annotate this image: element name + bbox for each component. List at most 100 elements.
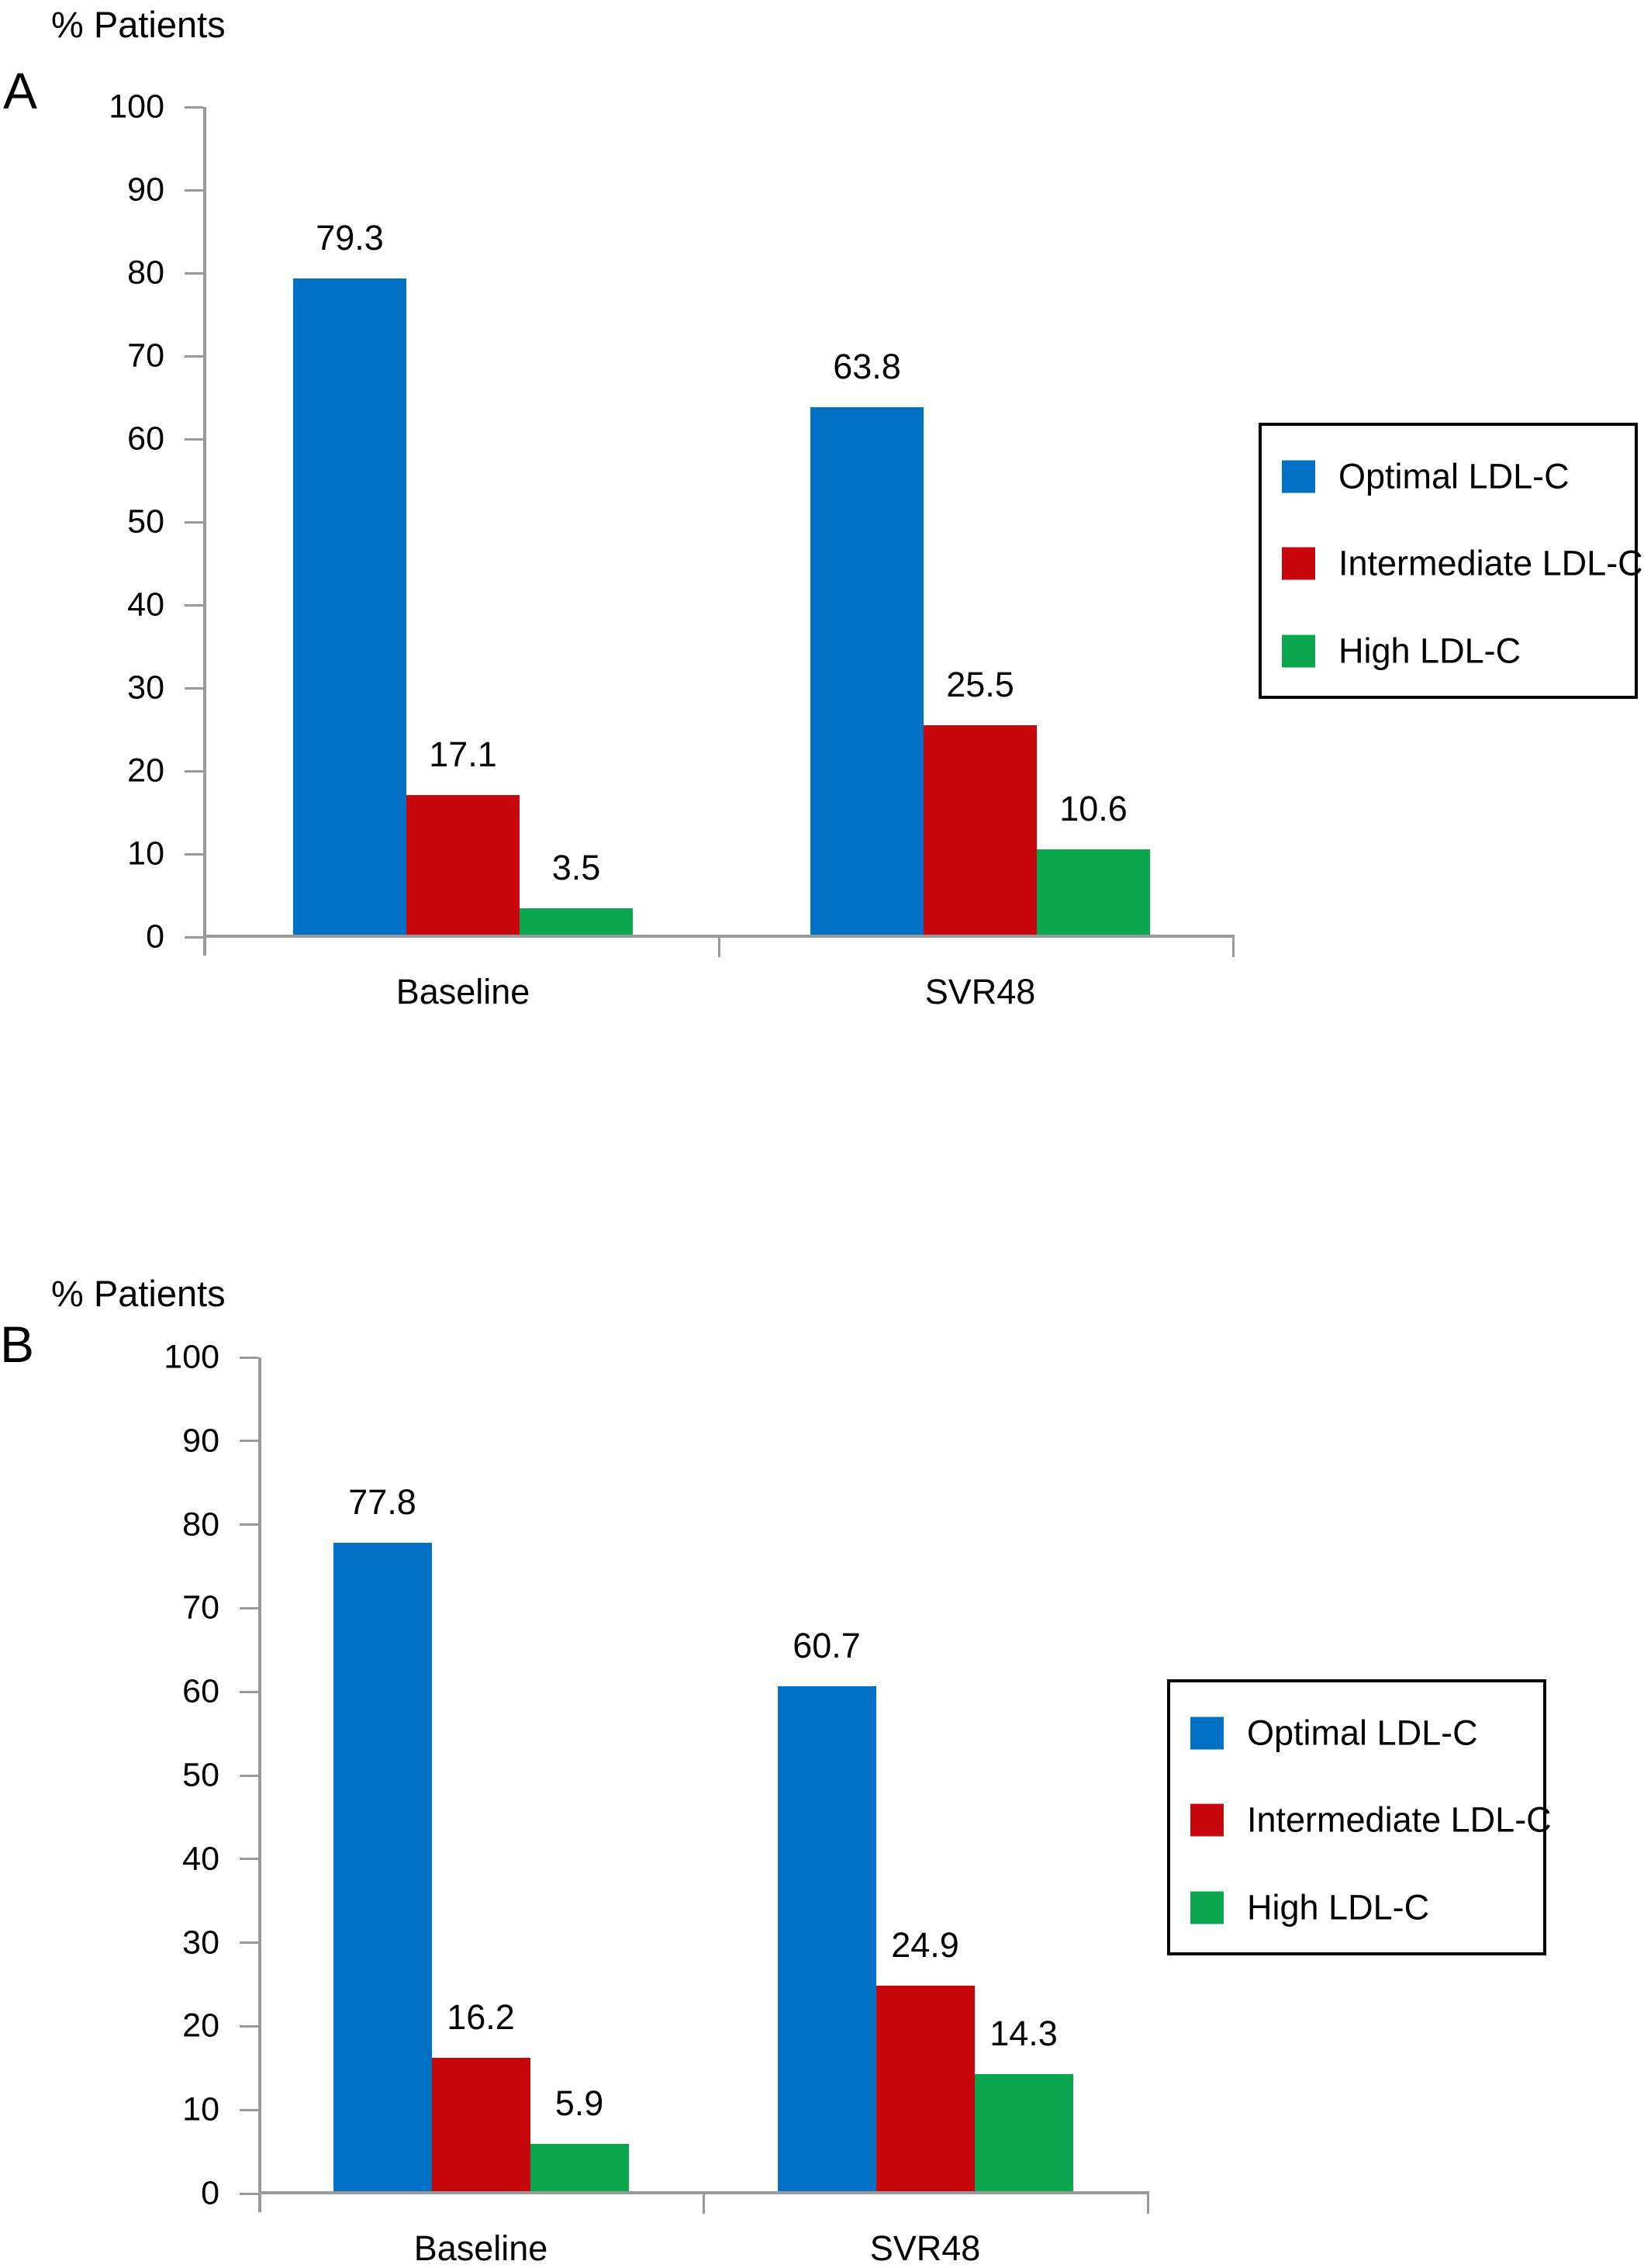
x-category-label: SVR48 bbox=[924, 972, 1036, 1011]
legend-item-intermediate-ldl-c: Intermediate LDL-C bbox=[1190, 1803, 1552, 1838]
bar-value-label: 77.8 bbox=[348, 1482, 416, 1523]
y-axis-title: % Patients bbox=[51, 1273, 226, 1314]
y-axis-tick bbox=[185, 105, 203, 109]
legend-swatch-high-ldl-c bbox=[1190, 1891, 1224, 1924]
legend: Optimal LDL-C Intermediate LDL-C High LDL-… bbox=[1167, 1679, 1552, 1955]
y-tick-label: 0 bbox=[146, 918, 164, 956]
bar-baseline-high-ldl-c bbox=[520, 908, 633, 937]
x-axis bbox=[258, 2191, 1149, 2194]
y-axis-tick bbox=[185, 603, 203, 607]
y-axis-tick bbox=[240, 2024, 258, 2028]
panel-label-a: A bbox=[3, 62, 38, 119]
plot-area: 0 10 20 30 40 50 60 70 80 90 100 77.8 16.2 5.9 Baselin… bbox=[164, 1340, 1149, 2266]
x-axis-mid-tick bbox=[703, 2194, 705, 2214]
y-tick-label: 60 bbox=[182, 1672, 219, 1710]
y-tick-label: 80 bbox=[127, 254, 164, 292]
plot-area: 0 10 20 30 40 50 60 70 80 90 100 79.3 17.1 3.5 Baselin… bbox=[109, 90, 1235, 1009]
y-tick-label: 30 bbox=[127, 669, 164, 707]
legend: Optimal LDL-C Intermediate LDL-C High LDL-… bbox=[1259, 423, 1643, 699]
y-axis-tick bbox=[240, 2192, 258, 2195]
y-tick-label: 10 bbox=[127, 835, 164, 873]
x-axis bbox=[203, 935, 1235, 938]
x-category-label: SVR48 bbox=[869, 2228, 981, 2268]
legend-swatch-high-ldl-c bbox=[1282, 634, 1315, 667]
bar-baseline-intermediate-ldl-c bbox=[431, 2058, 530, 2194]
legend-item-high-ldl-c: High LDL-C bbox=[1190, 1890, 1429, 1925]
bar-value-label: 25.5 bbox=[946, 665, 1014, 705]
y-axis-tick bbox=[185, 852, 203, 856]
legend-item-optimal-ldl-c: Optimal LDL-C bbox=[1282, 459, 1570, 494]
legend-item-optimal-ldl-c: Optimal LDL-C bbox=[1190, 1716, 1478, 1751]
y-tick-label: 50 bbox=[182, 1756, 219, 1794]
legend-swatch-intermediate-ldl-c bbox=[1190, 1803, 1224, 1836]
y-axis-tick bbox=[185, 769, 203, 773]
y-axis-tick bbox=[185, 437, 203, 441]
y-axis-tick bbox=[240, 1523, 258, 1526]
y-axis-tick bbox=[240, 1606, 258, 1609]
bar-value-label: 14.3 bbox=[990, 2013, 1058, 2053]
legend-label: Optimal LDL-C bbox=[1247, 1713, 1478, 1753]
x-category-label: Baseline bbox=[395, 972, 530, 1011]
y-axis-tick bbox=[240, 1858, 258, 1861]
y-axis bbox=[258, 1357, 261, 2212]
bar-value-label: 63.8 bbox=[833, 347, 901, 387]
y-tick-label: 0 bbox=[201, 2174, 219, 2212]
y-axis bbox=[203, 107, 206, 956]
y-axis-tick bbox=[185, 188, 203, 192]
x-category-label: Baseline bbox=[413, 2228, 548, 2268]
y-axis-tick bbox=[185, 354, 203, 358]
x-axis-mid-tick bbox=[717, 937, 720, 957]
y-tick-label: 100 bbox=[109, 88, 164, 126]
legend-swatch-optimal-ldl-c bbox=[1190, 1717, 1224, 1749]
y-axis-tick bbox=[185, 686, 203, 690]
panel-label-b: B bbox=[0, 1316, 35, 1373]
y-tick-label: 10 bbox=[182, 2090, 219, 2128]
y-tick-label: 70 bbox=[182, 1589, 219, 1627]
y-tick-label: 90 bbox=[182, 1422, 219, 1460]
y-tick-label: 50 bbox=[127, 503, 164, 541]
bar-svr48-high-ldl-c bbox=[1037, 849, 1150, 937]
legend-label: High LDL-C bbox=[1338, 631, 1521, 671]
bar-value-label: 79.3 bbox=[316, 218, 384, 258]
bar-value-label: 16.2 bbox=[447, 1997, 515, 2038]
y-axis-tick bbox=[240, 1774, 258, 1777]
y-tick-label: 20 bbox=[127, 752, 164, 790]
legend-swatch-optimal-ldl-c bbox=[1282, 460, 1315, 493]
x-axis-end-tick bbox=[1232, 937, 1235, 957]
y-tick-label: 20 bbox=[182, 2007, 219, 2045]
bar-value-label: 24.9 bbox=[891, 1924, 959, 1965]
bar-value-label: 3.5 bbox=[551, 847, 601, 887]
y-tick-label: 40 bbox=[182, 1840, 219, 1878]
y-tick-label: 70 bbox=[127, 337, 164, 375]
y-axis-tick bbox=[240, 1941, 258, 1945]
y-axis-tick bbox=[185, 520, 203, 524]
bar-baseline-optimal-ldl-c bbox=[333, 1543, 432, 2194]
legend-item-high-ldl-c: High LDL-C bbox=[1282, 634, 1521, 669]
bar-value-label: 5.9 bbox=[554, 2083, 604, 2124]
y-axis-tick bbox=[240, 2108, 258, 2111]
y-tick-label: 90 bbox=[127, 171, 164, 209]
y-tick-label: 40 bbox=[127, 586, 164, 624]
bar-value-label: 10.6 bbox=[1059, 788, 1128, 828]
y-tick-label: 30 bbox=[182, 1924, 219, 1962]
bar-baseline-optimal-ldl-c bbox=[293, 278, 406, 937]
legend-label: High LDL-C bbox=[1247, 1887, 1430, 1927]
bar-svr48-optimal-ldl-c bbox=[777, 1685, 876, 2194]
y-axis-tick bbox=[240, 1356, 258, 1359]
bar-value-label: 60.7 bbox=[793, 1625, 861, 1665]
legend-swatch-intermediate-ldl-c bbox=[1282, 547, 1315, 579]
y-axis-tick bbox=[240, 1690, 258, 1693]
y-axis-title: % Patients bbox=[51, 4, 226, 45]
legend-label: Intermediate LDL-C bbox=[1338, 543, 1643, 583]
y-tick-label: 100 bbox=[164, 1338, 219, 1376]
bar-value-label: 17.1 bbox=[429, 735, 497, 775]
x-axis-end-tick bbox=[1147, 2194, 1149, 2214]
y-tick-label: 60 bbox=[127, 420, 164, 458]
bar-svr48-intermediate-ldl-c bbox=[924, 725, 1037, 937]
y-axis-tick bbox=[240, 1440, 258, 1443]
y-axis-tick bbox=[185, 935, 203, 939]
bar-svr48-optimal-ldl-c bbox=[810, 407, 924, 937]
